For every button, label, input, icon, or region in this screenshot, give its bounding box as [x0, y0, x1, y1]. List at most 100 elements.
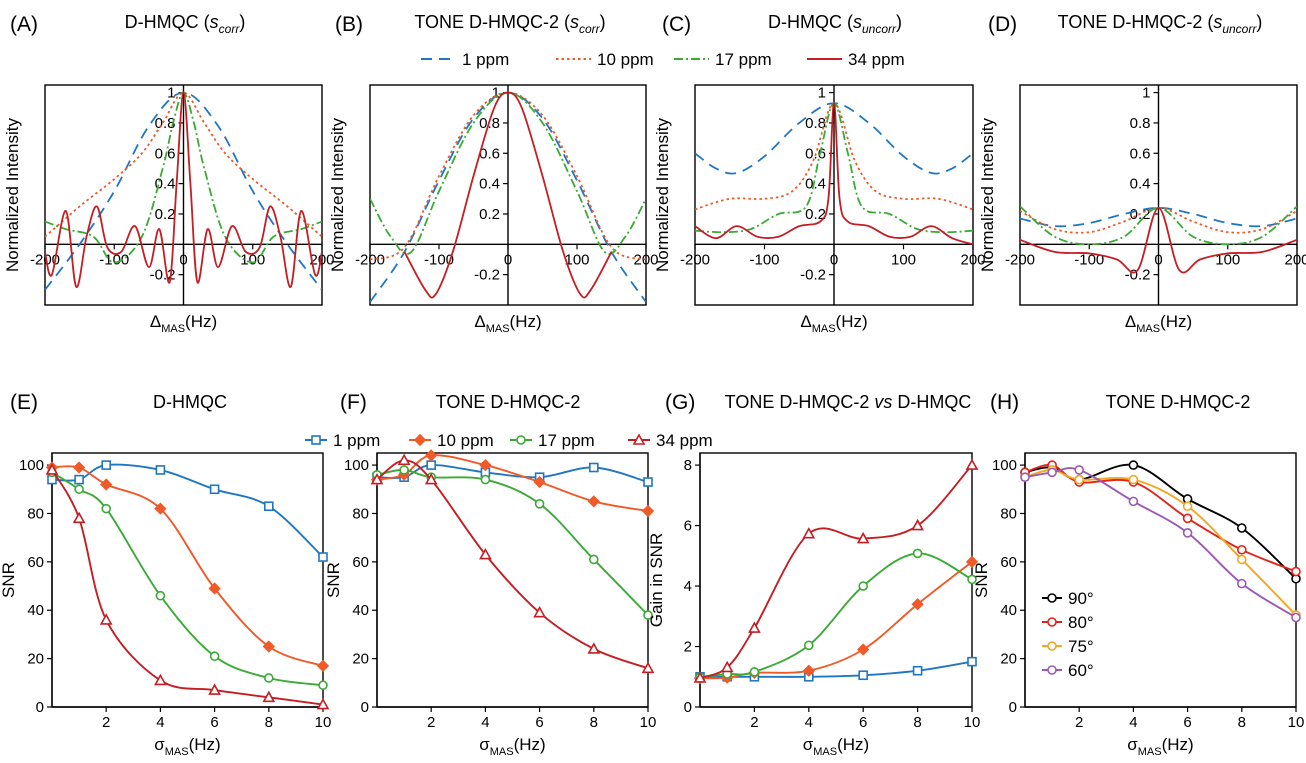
data-point	[802, 527, 816, 539]
data-point	[100, 478, 113, 491]
data-point	[1128, 460, 1139, 470]
y-tick-label: 80	[27, 505, 44, 522]
y-tick-label: 80	[352, 505, 369, 522]
xlabel-end: (Hz)	[836, 312, 868, 331]
plot-frame	[376, 452, 649, 708]
legend-label: 17 ppm	[715, 50, 772, 69]
y-tick-label: 0.6	[155, 145, 176, 162]
x-tick-label: -200	[355, 251, 385, 268]
series-line	[52, 463, 323, 558]
panel-label: (B)	[335, 13, 363, 36]
data-point	[154, 502, 167, 515]
panel-label: (F)	[340, 391, 367, 414]
x-tick-label: 100	[564, 251, 589, 268]
data-point	[74, 484, 84, 495]
data-point	[209, 651, 220, 662]
title-main: TONE D-HMQC-2 (	[414, 12, 570, 32]
panel-title: TONE D-HMQC-2	[436, 392, 581, 412]
y-tick-label: 6	[684, 518, 692, 535]
title-end: D-HMQC	[892, 392, 971, 412]
data-point	[74, 474, 84, 485]
data-point	[912, 548, 923, 559]
data-point	[208, 582, 221, 595]
xlabel-main: Δ	[800, 312, 811, 331]
x-tick-label: 100	[891, 251, 916, 268]
data-point	[209, 484, 220, 495]
data-point	[316, 659, 330, 673]
data-point	[967, 574, 977, 585]
x-tick-label: 10	[640, 714, 657, 731]
data-point	[534, 498, 545, 509]
x-tick-label: 4	[805, 714, 813, 731]
data-point	[1237, 578, 1247, 589]
legend-label: 60°	[1068, 661, 1094, 680]
title-italic: s	[570, 12, 579, 32]
series-line	[403, 91, 613, 299]
title-main: TONE D-HMQC-2	[725, 392, 875, 412]
legend-label: 1 ppm	[462, 50, 509, 69]
y-tick-label: 60	[352, 554, 369, 571]
data-point	[425, 449, 438, 462]
data-point	[399, 465, 409, 475]
xlabel-sub: MAS	[1136, 323, 1160, 335]
xlabel-sub: MAS	[486, 323, 510, 335]
data-point	[154, 673, 167, 686]
data-point	[588, 462, 599, 473]
y-tick-label: 20	[1000, 651, 1017, 668]
data-point	[262, 690, 276, 703]
panel-title: TONE D-HMQC-2 (scorr)	[414, 12, 605, 36]
x-axis-label: σMAS(Hz)	[1127, 735, 1193, 758]
xlabel-main: Δ	[474, 312, 485, 331]
data-point	[426, 460, 437, 470]
x-tick-label: 200	[633, 251, 658, 268]
y-tick-label: 0.2	[479, 206, 500, 223]
title-main: D-HMQC (	[125, 12, 210, 32]
y-tick-label: 0.8	[805, 115, 826, 132]
legend-marker	[1047, 593, 1057, 603]
xlabel-sub: MAS	[161, 323, 185, 335]
series-line	[1020, 205, 1297, 246]
legend-label: 17 ppm	[538, 431, 595, 450]
panel-f: (F) TONE D-HMQC-22 4 6 8 10020406080100σMAS(H…	[324, 391, 656, 758]
panel-title: TONE D-HMQC-2	[1106, 392, 1251, 412]
title-italic: vs	[874, 392, 892, 412]
x-tick-label: -200	[1005, 251, 1035, 268]
x-tick-label: 2	[427, 714, 435, 731]
x-tick-label: 8	[265, 714, 273, 731]
data-point	[397, 453, 411, 466]
y-tick-label: 0.6	[1130, 145, 1151, 162]
y-tick-label: 60	[27, 554, 44, 571]
panel-label: (A)	[10, 13, 38, 36]
y-axis-label: Normalized Intensity	[653, 118, 672, 273]
x-tick-label: 100	[1215, 251, 1240, 268]
data-point	[318, 552, 328, 562]
legend-marker	[1047, 665, 1057, 675]
x-tick-label: 6	[859, 714, 867, 731]
data-point	[911, 598, 924, 611]
title-subscript: uncorr	[862, 22, 897, 36]
series-line	[52, 469, 323, 706]
data-point	[965, 458, 979, 470]
data-point	[45, 463, 59, 475]
data-point	[1074, 465, 1084, 475]
panel-title: D-HMQC	[153, 392, 227, 412]
x-tick-label: 0	[830, 251, 838, 268]
data-point	[1291, 612, 1301, 623]
x-tick-label: 6	[535, 714, 543, 731]
legend-label: 90°	[1068, 589, 1094, 608]
data-point	[1182, 513, 1193, 524]
x-tick-label: 2	[750, 714, 758, 731]
data-point	[857, 643, 870, 656]
data-point	[1237, 523, 1247, 533]
x-axis-label: ΔMAS(Hz)	[1125, 312, 1192, 335]
x-tick-label: -100	[749, 251, 779, 268]
y-tick-label: 4	[684, 578, 692, 595]
y-axis-label: Normalized Intensity	[978, 118, 997, 273]
panel-title: D-HMQC (suncorr)	[768, 12, 902, 36]
series-line	[1020, 206, 1297, 274]
data-point	[262, 640, 275, 653]
legend-label: 1 ppm	[333, 431, 380, 450]
data-point	[803, 640, 814, 651]
series-line	[370, 91, 646, 261]
title-italic: s	[853, 12, 862, 32]
